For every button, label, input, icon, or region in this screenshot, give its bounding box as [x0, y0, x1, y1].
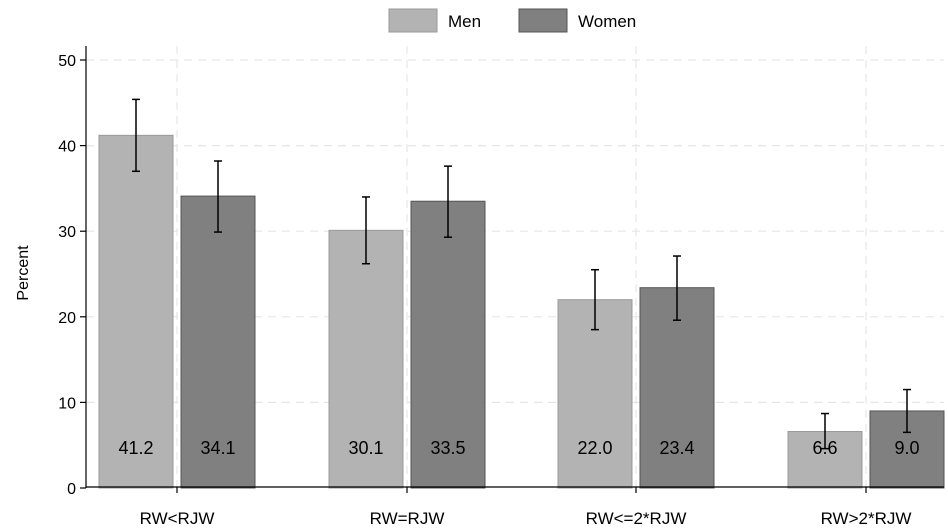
data-labels: 41.2 30.1 22.0 6.6 34.1 33.5 23.4 9.0 [118, 438, 919, 458]
data-label-men-0: 41.2 [118, 438, 153, 458]
x-category-label: RW>2*RJW [821, 509, 912, 528]
bar-men-1 [328, 229, 404, 489]
y-axis-title: Percent [15, 245, 32, 301]
data-label-women-3: 9.0 [894, 438, 919, 458]
bars [98, 134, 945, 489]
x-category-label: RW<=2*RJW [586, 509, 687, 528]
y-tick-label: 20 [58, 310, 76, 327]
x-category-label: RW<RJW [140, 509, 215, 528]
legend-label-men: Men [448, 12, 481, 31]
data-label-men-1: 30.1 [348, 438, 383, 458]
bar-men-0 [98, 134, 174, 489]
error-bars [132, 98, 911, 450]
bar-men-2 [557, 299, 633, 489]
y-axis: 0 10 20 30 40 50 [58, 46, 87, 498]
bar-women-2 [639, 287, 715, 489]
y-tick-label: 50 [58, 53, 76, 70]
legend-label-women: Women [578, 12, 636, 31]
data-label-men-3: 6.6 [812, 438, 837, 458]
legend-swatch-women [518, 8, 568, 33]
legend: Men Women [388, 8, 636, 33]
y-tick-label: 10 [58, 395, 76, 412]
y-tick-label: 40 [58, 139, 76, 156]
data-label-women-2: 23.4 [659, 438, 694, 458]
y-tick-label: 0 [67, 481, 76, 498]
data-label-women-1: 33.5 [430, 438, 465, 458]
data-label-women-0: 34.1 [200, 438, 235, 458]
x-category-label: RW=RJW [370, 509, 445, 528]
bar-women-1 [410, 200, 486, 489]
y-tick-label: 30 [58, 224, 76, 241]
data-label-men-2: 22.0 [577, 438, 612, 458]
x-axis: RW<RJW RW=RJW RW<=2*RJW RW>2*RJW [86, 486, 944, 528]
legend-swatch-men [388, 8, 438, 33]
